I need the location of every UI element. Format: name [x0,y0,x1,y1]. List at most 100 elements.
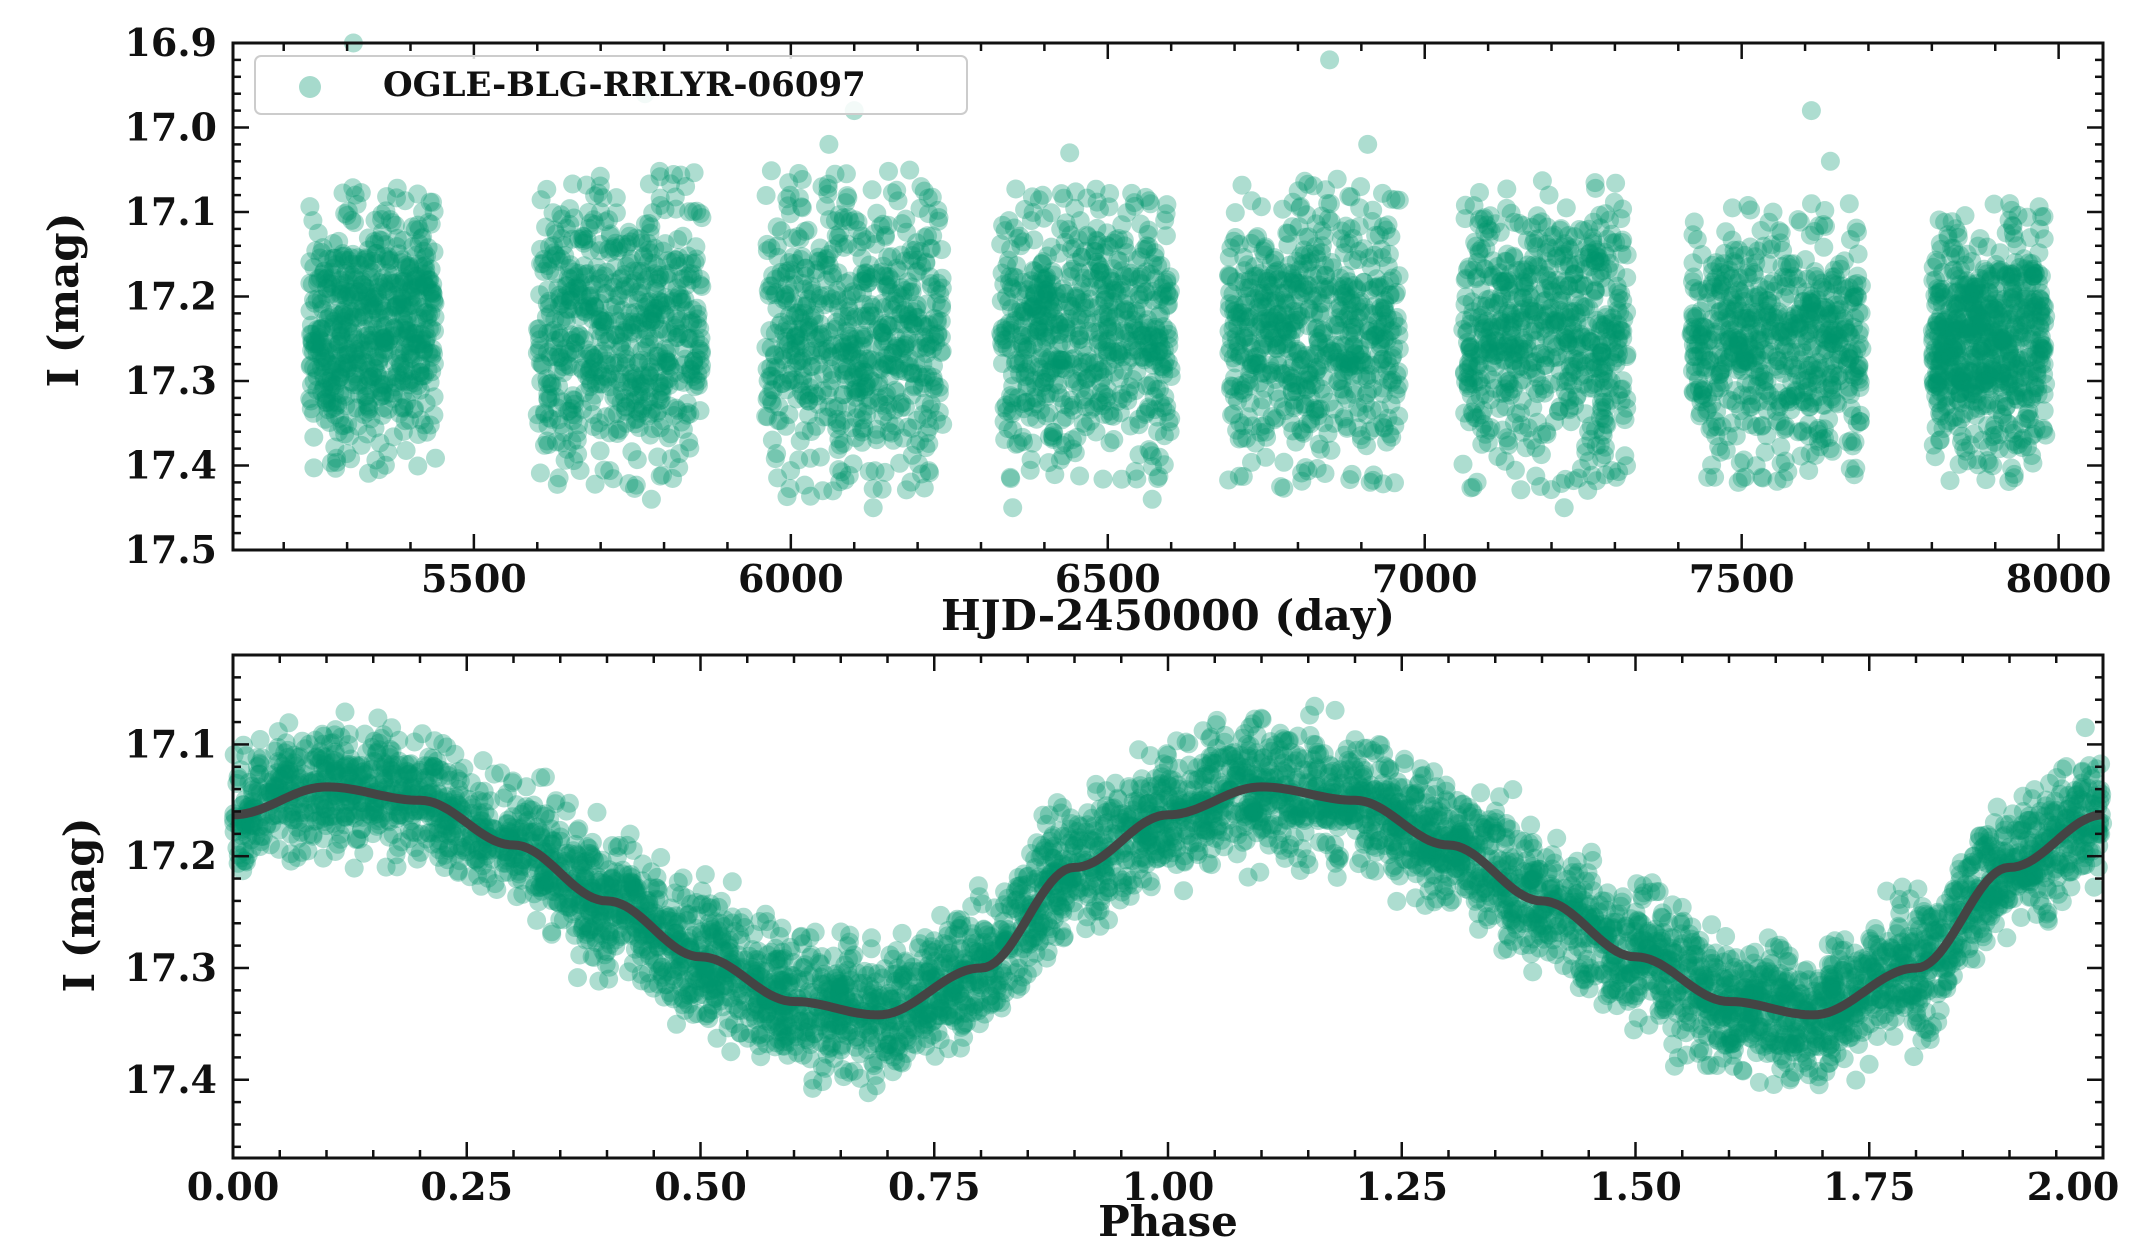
data-point [308,273,327,293]
data-point [603,277,623,297]
data-point [632,277,652,297]
data-point [343,244,363,264]
data-point [689,375,708,395]
data-point [327,353,347,373]
data-point [1703,262,1722,282]
data-point [330,367,350,387]
data-point [401,296,421,316]
data-point [395,336,415,356]
data-point [423,284,443,304]
data-point [1134,332,1154,352]
data-point [401,342,421,362]
data-point [1738,268,1758,288]
data-point [762,430,782,450]
data-point [1946,219,1966,239]
data-point [843,454,863,474]
data-point [676,177,696,196]
data-point [421,214,441,234]
data-point [378,332,398,352]
data-point [1149,379,1169,399]
data-point [675,289,695,309]
data-point [1129,409,1149,429]
data-point [1805,222,1825,241]
data-point [419,319,439,339]
data-point [328,395,348,415]
data-point [1041,237,1061,257]
data-point [340,426,360,446]
data-point [818,178,838,198]
data-point [537,431,557,451]
data-point [387,367,407,387]
data-point [369,378,389,398]
data-point [365,299,385,319]
data-point [600,224,620,244]
data-point [341,301,361,321]
data-point [382,213,402,233]
data-point [403,287,423,307]
data-point [772,374,792,393]
data-point [684,351,704,371]
data-point [1535,383,1555,403]
data-point [317,388,336,408]
data-point [404,373,424,393]
data-point [420,192,440,212]
data-point [1298,174,1318,194]
data-point [330,285,350,305]
data-point [1314,227,1334,246]
data-point [348,254,368,274]
data-point [394,372,413,391]
data-point [400,256,419,276]
data-point [549,376,569,396]
data-point [904,377,924,397]
data-point [422,362,442,382]
data-point [333,331,352,351]
data-point [1780,258,1800,278]
data-point [596,351,616,371]
data-point [1735,467,1755,487]
data-point [1773,240,1793,260]
data-point [325,397,345,417]
data-point [410,363,430,382]
data-point [365,210,385,230]
data-point [376,249,396,269]
data-point [378,307,398,327]
data-point [1332,370,1352,390]
data-point [417,422,437,442]
data-point [533,355,553,375]
data-point [763,265,783,285]
data-point [879,161,898,181]
data-point [675,349,695,369]
data-point [402,277,422,297]
data-point [349,372,369,392]
data-point [1792,422,1812,442]
data-point [335,300,355,320]
data-point [1253,390,1273,410]
data-point [303,332,323,352]
data-point [366,331,386,351]
data-point [677,402,697,422]
data-point [886,338,906,358]
data-point [398,322,418,342]
data-point [761,161,781,181]
data-point [345,185,365,205]
data-point [590,176,610,196]
data-point [833,307,852,327]
data-point [1324,413,1344,433]
data-point [306,241,326,261]
data-point [546,432,566,452]
data-point [765,449,785,469]
data-point [628,290,648,310]
data-point [387,237,407,257]
data-point [337,353,357,373]
data-point [338,344,358,363]
data-point [1289,217,1309,237]
data-point [403,382,423,401]
data-point [411,356,431,376]
data-point [599,210,619,230]
data-point [399,375,419,395]
data-point [377,340,397,360]
data-point [1219,266,1239,286]
data-point [400,410,420,430]
data-point [995,430,1015,449]
data-point [327,452,347,472]
